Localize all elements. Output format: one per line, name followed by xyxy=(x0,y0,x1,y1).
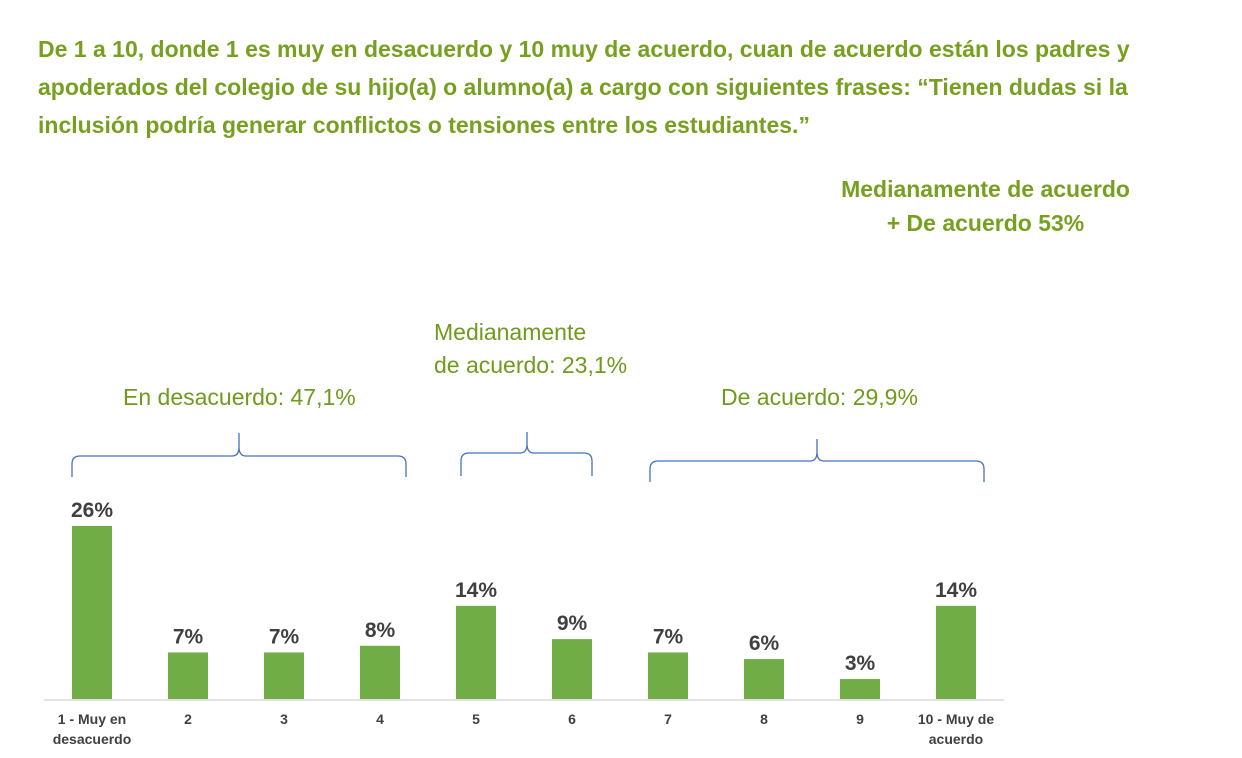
chart-title: De 1 a 10, donde 1 es muy en desacuerdo … xyxy=(38,36,1130,138)
tick-label-3: 3 xyxy=(280,711,288,727)
tick-label-4: 4 xyxy=(376,711,384,727)
group-braces xyxy=(71,432,985,482)
group-label-desacuerdo: En desacuerdo: 47,1% xyxy=(123,384,356,410)
bar-8 xyxy=(744,659,784,699)
summary-annotation: Medianamente de acuerdo + De acuerdo 53% xyxy=(808,172,1163,240)
tick-label-6: 6 xyxy=(568,711,576,727)
tick-label-1: 1 - Muy en desacuerdo xyxy=(53,711,132,747)
group-label-medianamente: Medianamente de acuerdo: 23,1% xyxy=(434,316,627,382)
tick-label-9: 9 xyxy=(856,711,864,727)
bar-9 xyxy=(840,679,880,699)
value-label-1: 26% xyxy=(71,499,113,522)
group-label-de-acuerdo: De acuerdo: 29,9% xyxy=(721,384,918,410)
value-label-9: 3% xyxy=(845,652,876,675)
bar-6 xyxy=(552,639,592,699)
summary-line-2: + De acuerdo 53% xyxy=(886,210,1085,236)
brace-medianamente xyxy=(460,432,593,476)
value-label-4: 8% xyxy=(365,619,396,642)
summary-line-1: Medianamente de acuerdo xyxy=(841,176,1130,202)
group-label-medianamente-line-1: Medianamente xyxy=(434,319,587,345)
value-label-2: 7% xyxy=(173,625,204,648)
bar-2 xyxy=(168,652,208,699)
group-label-medianamente-line-2: de acuerdo: 23,1% xyxy=(434,352,628,378)
value-label-7: 7% xyxy=(653,625,684,648)
brace-desacuerdo xyxy=(71,433,407,477)
bar-3 xyxy=(264,652,304,699)
tick-label-5: 5 xyxy=(472,711,480,727)
brace-de-acuerdo xyxy=(649,439,985,482)
tick-label-10: 10 - Muy de acuerdo xyxy=(918,711,994,747)
value-label-10: 14% xyxy=(935,579,977,602)
value-label-5: 14% xyxy=(455,579,497,602)
bar-5 xyxy=(456,605,496,699)
tick-label-8: 8 xyxy=(760,711,768,727)
bar-7 xyxy=(648,652,688,699)
bar-4 xyxy=(360,645,400,699)
bar-10 xyxy=(936,605,976,699)
value-label-6: 9% xyxy=(557,612,588,635)
bar-1 xyxy=(72,526,112,699)
value-label-3: 7% xyxy=(269,625,300,648)
value-label-8: 6% xyxy=(749,632,780,655)
tick-label-7: 7 xyxy=(664,711,672,727)
tick-label-2: 2 xyxy=(184,711,192,727)
